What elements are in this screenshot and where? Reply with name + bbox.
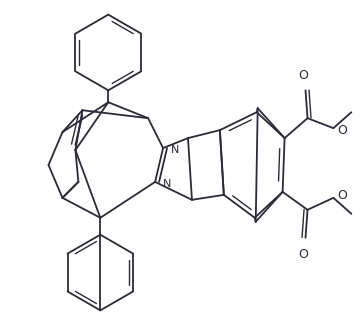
Text: O: O xyxy=(298,248,308,261)
Text: N: N xyxy=(171,145,179,155)
Text: O: O xyxy=(337,124,347,137)
Text: O: O xyxy=(298,69,308,82)
Text: O: O xyxy=(337,189,347,202)
Text: N: N xyxy=(163,179,171,189)
